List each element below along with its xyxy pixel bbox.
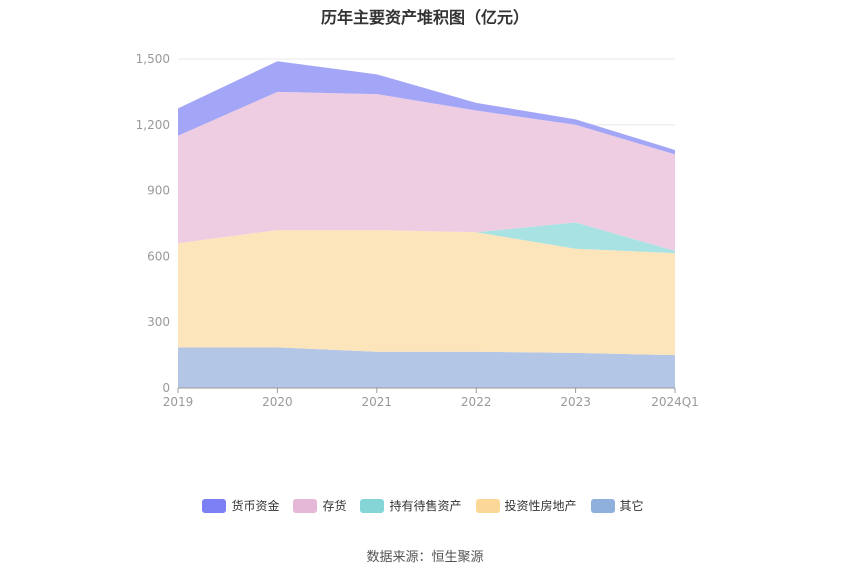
legend-swatch bbox=[293, 498, 318, 513]
area-货币资金 bbox=[178, 61, 675, 155]
area-投资性房地产 bbox=[178, 230, 675, 356]
area-其它 bbox=[178, 347, 675, 388]
x-tick-label: 2024Q1 bbox=[651, 395, 699, 409]
chart-legend: 货币资金 存货 持有待售资产 投资性房地产 其它 bbox=[0, 497, 850, 514]
legend-label: 持有待售资产 bbox=[389, 499, 462, 513]
y-tick-label: 1,500 bbox=[136, 52, 170, 66]
area-存货 bbox=[178, 91, 675, 251]
x-tick-label: 2020 bbox=[262, 395, 293, 409]
y-tick-label: 600 bbox=[147, 249, 170, 263]
legend-item[interactable]: 存货 bbox=[293, 497, 346, 514]
legend-swatch bbox=[202, 498, 227, 513]
chart-title: 历年主要资产堆积图（亿元） bbox=[320, 8, 529, 27]
legend-swatch bbox=[475, 498, 500, 513]
legend-label: 存货 bbox=[322, 499, 347, 513]
x-tick-label: 2022 bbox=[461, 395, 492, 409]
x-tick-label: 2021 bbox=[362, 395, 393, 409]
legend-swatch bbox=[590, 498, 615, 513]
area-持有待售资产 bbox=[178, 222, 675, 254]
legend-swatch bbox=[360, 498, 385, 513]
y-tick-label: 900 bbox=[147, 184, 170, 198]
legend-label: 投资性房地产 bbox=[504, 499, 577, 513]
legend-item[interactable]: 投资性房地产 bbox=[475, 497, 577, 514]
x-tick-label: 2019 bbox=[163, 395, 194, 409]
y-tick-label: 1,200 bbox=[136, 118, 170, 132]
legend-item[interactable]: 持有待售资产 bbox=[360, 497, 462, 514]
y-tick-label: 300 bbox=[147, 315, 170, 329]
area-series bbox=[178, 61, 675, 388]
axes: 0 300 600 900 1,200 1,500 2019 2020 2021 2022 2023… bbox=[136, 52, 699, 409]
data-source-note: 数据来源：恒生聚源 bbox=[366, 550, 484, 565]
legend-label: 其它 bbox=[619, 499, 644, 513]
legend-label: 货币资金 bbox=[231, 499, 280, 513]
legend-item[interactable]: 其它 bbox=[590, 497, 644, 514]
x-tick-label: 2023 bbox=[560, 395, 591, 409]
y-tick-label: 0 bbox=[162, 381, 170, 395]
legend-item[interactable]: 货币资金 bbox=[202, 497, 279, 514]
